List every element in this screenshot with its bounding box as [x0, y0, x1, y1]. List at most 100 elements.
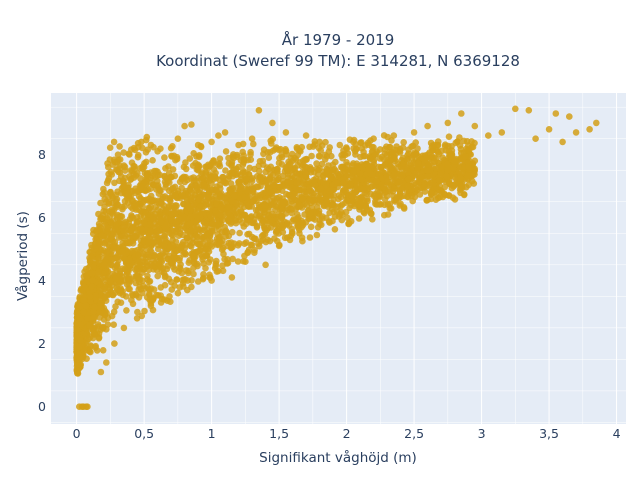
scatter-point [316, 220, 323, 228]
scatter-point [234, 210, 242, 217]
scatter-point [135, 251, 142, 259]
scatter-point [185, 259, 193, 267]
scatter-point [99, 323, 107, 331]
scatter-point [444, 119, 452, 127]
scatter-point [586, 126, 593, 133]
scatter-point [219, 216, 226, 224]
scatter-point [262, 203, 269, 210]
scatter-point [322, 138, 329, 146]
scatter-point [369, 216, 376, 223]
scatter-point [228, 218, 236, 226]
scatter-point [462, 153, 469, 160]
y-tick-label: 4 [38, 273, 46, 288]
scatter-point [197, 176, 205, 183]
scatter-point [287, 167, 295, 174]
scatter-point [262, 261, 269, 269]
scatter-point [434, 141, 442, 149]
scatter-point [269, 181, 277, 189]
scatter-point [272, 221, 279, 228]
scatter-point [313, 165, 320, 173]
scatter-point [405, 150, 412, 157]
scatter-point [306, 184, 313, 191]
scatter-point [154, 148, 161, 155]
scatter-point [208, 243, 215, 250]
scatter-point [371, 191, 379, 198]
scatter-point [161, 193, 169, 200]
scatter-point [145, 195, 153, 202]
scatter-point [97, 368, 105, 376]
scatter-point [92, 344, 99, 351]
scatter-point [160, 269, 168, 277]
scatter-point [349, 162, 356, 169]
scatter-point [296, 147, 303, 154]
scatter-point [165, 275, 173, 283]
scatter-point [176, 257, 183, 264]
x-tick-label: 4 [613, 426, 621, 441]
scatter-point [98, 232, 105, 240]
scatter-point [348, 173, 356, 180]
scatter-point [552, 110, 560, 117]
scatter-point [140, 282, 147, 290]
scatter-point [80, 308, 87, 316]
scatter-point [390, 132, 398, 139]
scatter-point [278, 214, 286, 222]
scatter-point [181, 178, 189, 186]
scatter-point [95, 335, 103, 342]
scatter-point [430, 158, 438, 165]
scatter-point [330, 208, 338, 216]
scatter-point [273, 177, 280, 184]
scatter-point [100, 207, 107, 215]
scatter-point [380, 132, 388, 139]
scatter-point [222, 148, 230, 155]
scatter-point [250, 140, 257, 148]
scatter-point [320, 178, 327, 185]
chart-title-line2: Koordinat (Sweref 99 TM): E 314281, N 63… [156, 52, 520, 70]
scatter-point [234, 242, 242, 249]
scatter-point [104, 160, 111, 167]
scatter-point [234, 170, 241, 177]
scatter-point [330, 191, 338, 199]
scatter-point [202, 252, 209, 259]
scatter-point [205, 259, 213, 266]
scatter-point [112, 225, 119, 233]
scatter-point [437, 171, 445, 179]
scatter-point [275, 159, 283, 167]
scatter-point [302, 219, 310, 226]
scatter-point [323, 167, 331, 174]
scatter-point [86, 258, 94, 266]
scatter-point [97, 214, 105, 221]
scatter-point [404, 182, 411, 190]
y-tick-label: 8 [38, 147, 46, 162]
scatter-point [124, 192, 131, 199]
scatter-point [242, 258, 249, 266]
scatter-point [143, 133, 151, 141]
scatter-point [451, 158, 459, 165]
scatter-point [156, 186, 164, 194]
scatter-point [168, 210, 175, 218]
scatter-point [276, 183, 284, 191]
scatter-point [287, 154, 295, 162]
scatter-point [342, 199, 349, 206]
scatter-point [360, 186, 367, 193]
scatter-point [308, 204, 316, 212]
scatter-point [465, 146, 473, 154]
scatter-point [111, 179, 118, 187]
scatter-point [141, 219, 148, 227]
scatter-point [267, 137, 275, 145]
scatter-point [113, 284, 120, 291]
scatter-point [137, 175, 144, 182]
scatter-point [384, 177, 391, 185]
scatter-point [145, 204, 152, 212]
scatter-point [136, 261, 143, 269]
scatter-point [247, 241, 255, 249]
scatter-point [471, 122, 479, 130]
scatter-point [288, 184, 295, 192]
scatter-point [174, 289, 182, 297]
scatter-point [216, 211, 224, 219]
scatter-point [424, 167, 432, 175]
scatter-point [228, 161, 235, 168]
scatter-point [210, 158, 217, 165]
scatter-point [121, 163, 129, 171]
scatter-point [327, 173, 335, 181]
x-axis-title: Signifikant våghöjd (m) [259, 449, 417, 466]
